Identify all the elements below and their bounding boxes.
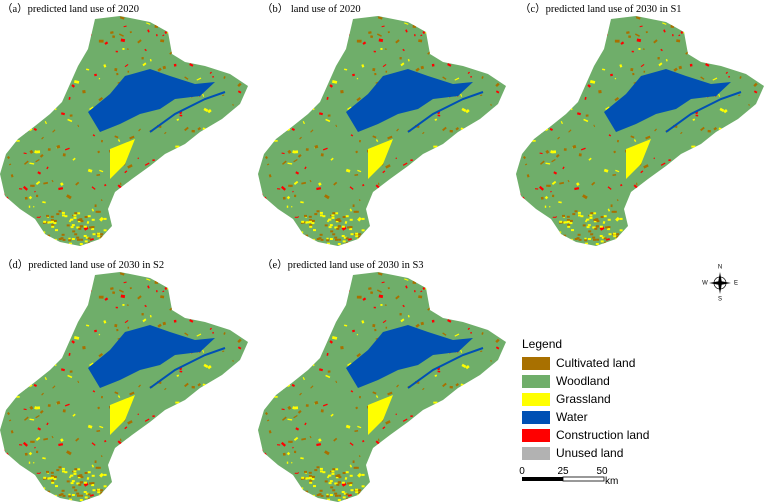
scale-unit: km xyxy=(605,476,618,487)
map-panel xyxy=(0,12,253,252)
scale-label: 50 xyxy=(596,466,608,477)
map-panel xyxy=(0,268,253,503)
legend-label: Cultivated land xyxy=(556,356,635,370)
compass-label: S xyxy=(718,297,722,303)
panel-title: （e）predicted land use of 2030 in S3 xyxy=(262,259,424,271)
legend-label: Unused land xyxy=(556,446,623,460)
legend-swatch xyxy=(522,429,550,442)
legend-swatch xyxy=(522,357,550,370)
panel-title: （c）predicted land use of 2030 in S1 xyxy=(520,3,682,15)
map-panel xyxy=(257,12,511,252)
compass-label: N xyxy=(718,265,722,271)
compass-label: W xyxy=(702,281,708,287)
legend-label: Water xyxy=(556,410,588,424)
panel-title: （b） land use of 2020 xyxy=(262,3,361,15)
panel-title: （d）predicted land use of 2030 in S2 xyxy=(2,259,164,271)
scale-label: 25 xyxy=(557,466,569,477)
scale-label: 0 xyxy=(519,466,525,477)
map-panel xyxy=(257,268,511,503)
scale-bar: 0 25 50 km xyxy=(519,466,618,487)
legend-label: Construction land xyxy=(556,428,649,442)
panel-title: （a）predicted land use of 2020 xyxy=(2,3,139,15)
legend-title: Legend xyxy=(522,337,562,351)
compass-label: E xyxy=(734,281,738,287)
legend-label: Grassland xyxy=(556,392,611,406)
legend-swatch xyxy=(522,375,550,388)
legend: Cultivated land Woodland Grassland Water Con… xyxy=(522,356,649,460)
legend-swatch xyxy=(522,393,550,406)
legend-label: Woodland xyxy=(556,374,610,388)
compass: N S W E xyxy=(702,265,738,303)
legend-swatch xyxy=(522,411,550,424)
map-panel xyxy=(515,12,764,252)
legend-swatch xyxy=(522,447,550,460)
